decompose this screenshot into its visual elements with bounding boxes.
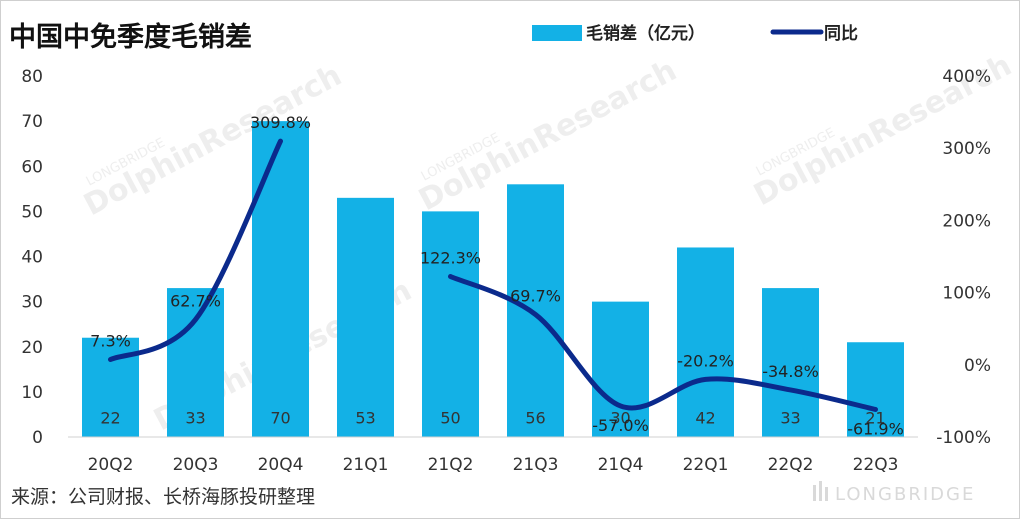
bar [167, 288, 224, 437]
bar-value-label: 53 [355, 409, 375, 428]
brand-logo-bar [813, 485, 816, 501]
y-left-tick-label: 10 [21, 383, 43, 403]
legend-bar-swatch [532, 25, 582, 41]
brand-logo-bar [819, 481, 822, 501]
y-right-tick-label: 300% [942, 139, 991, 159]
bar [762, 288, 819, 437]
y-left-tick-label: 60 [21, 157, 43, 177]
bar [847, 342, 904, 437]
x-tick-label: 22Q1 [683, 455, 729, 475]
y-right-tick-label: 0% [964, 356, 991, 376]
yoy-line [108, 138, 283, 363]
brand-text: LONGBRIDGE [835, 484, 975, 505]
x-tick-label: 21Q3 [513, 455, 559, 475]
bar [507, 184, 564, 437]
y-left-tick-label: 70 [21, 112, 43, 132]
bar [252, 121, 309, 437]
bar-value-label: 50 [440, 409, 460, 428]
bar-series [82, 121, 904, 437]
yoy-value-label: 122.3% [420, 248, 481, 267]
bar [592, 301, 649, 437]
brand-logo: LONGBRIDGE [813, 481, 975, 505]
y-left-tick-label: 20 [21, 338, 43, 358]
x-tick-label: 20Q3 [173, 455, 219, 475]
yoy-value-label: 309.8% [250, 113, 311, 132]
yoy-value-label: -20.2% [677, 351, 734, 370]
yoy-value-label: 69.7% [510, 286, 561, 305]
yoy-value-label: -61.9% [847, 419, 904, 438]
legend-bar-label: 毛销差（亿元） [586, 23, 705, 44]
bar-labels: 22 33 70 53 50 56 30 42 33 21 [100, 409, 885, 428]
x-tick-label: 22Q3 [853, 455, 899, 475]
bar-value-label: 22 [100, 409, 120, 428]
y-left-tick-label: 40 [21, 248, 43, 268]
line-series [108, 138, 878, 412]
bar-value-label: 33 [780, 409, 800, 428]
y-left-tick-label: 30 [21, 293, 43, 313]
bar [337, 197, 394, 437]
yoy-value-label: -34.8% [762, 362, 819, 381]
x-tick-label: 21Q2 [428, 455, 474, 475]
legend: 毛销差（亿元） 同比 [532, 23, 858, 44]
bar [677, 247, 734, 437]
yoy-value-label: 7.3% [90, 332, 131, 351]
x-tick-label: 20Q2 [88, 455, 134, 475]
bar-value-label: 70 [270, 409, 290, 428]
legend-line-label: 同比 [824, 23, 858, 44]
yoy-line [448, 273, 878, 412]
x-axis: 20Q2 20Q3 20Q4 21Q1 21Q2 21Q3 21Q4 22Q1 22Q2 22Q3 [68, 436, 918, 475]
y-right-tick-label: -100% [936, 428, 991, 448]
y-right-tick-label: 400% [942, 67, 991, 87]
y-axis-left: 0 10 20 30 40 50 60 70 80 [21, 67, 43, 448]
y-left-tick-label: 0 [32, 428, 43, 448]
yoy-value-label: -57.0% [592, 416, 649, 435]
source-note: 来源：公司财报、长桥海豚投研整理 [11, 486, 315, 508]
line-labels: 7.3% 62.7% 309.8% 122.3% 69.7% -57.0% -20.2% -3… [90, 113, 904, 438]
y-axis-right: -100% 0% 100% 200% 300% 400% [936, 67, 991, 448]
y-right-tick-label: 100% [942, 284, 991, 304]
bar-value-label: 30 [610, 409, 630, 428]
yoy-value-label: 62.7% [170, 292, 221, 311]
y-right-tick-label: 200% [942, 211, 991, 231]
y-left-tick-label: 80 [21, 67, 43, 87]
chart-title: 中国中免季度毛销差 [9, 21, 252, 53]
brand-logo-bar [825, 487, 828, 501]
x-tick-label: 20Q4 [258, 455, 304, 475]
bar-value-label: 42 [695, 409, 715, 428]
bar [422, 211, 479, 437]
x-tick-label: 21Q1 [343, 455, 389, 475]
y-left-tick-label: 50 [21, 202, 43, 222]
bar-value-label: 21 [865, 409, 885, 428]
x-tick-label: 21Q4 [598, 455, 644, 475]
bar-value-label: 33 [185, 409, 205, 428]
x-tick-label: 22Q2 [768, 455, 814, 475]
bar-value-label: 56 [525, 409, 545, 428]
